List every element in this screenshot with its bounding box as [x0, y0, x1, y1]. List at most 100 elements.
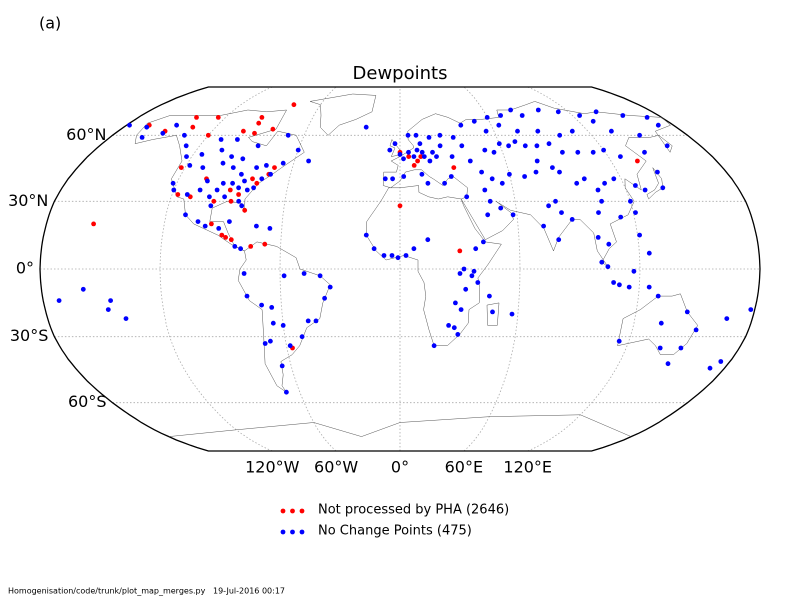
station [437, 143, 443, 149]
station [183, 212, 188, 218]
station [665, 361, 671, 367]
station [279, 363, 285, 369]
station [415, 158, 420, 164]
legend-label: Not processed by PHA (2646) [318, 503, 509, 518]
station [655, 293, 661, 299]
station [605, 264, 611, 270]
station [382, 176, 388, 182]
station [483, 128, 489, 134]
station [215, 115, 221, 120]
station [411, 163, 417, 168]
station [546, 203, 551, 209]
station [387, 147, 393, 153]
station [220, 180, 226, 186]
station [522, 143, 528, 149]
station [184, 192, 190, 197]
station [574, 180, 580, 186]
station [184, 154, 189, 160]
lon-label: 120°E [503, 458, 552, 477]
station [254, 180, 260, 186]
lat-label: 60°S [68, 392, 107, 411]
chart-title: Dewpoints [353, 63, 448, 84]
station [214, 187, 220, 193]
station [216, 226, 222, 231]
footer: Homogenisation/code/trunk/plot_map_merge… [8, 587, 285, 596]
station [236, 198, 242, 204]
coastline [134, 109, 305, 252]
station [484, 115, 490, 120]
station [194, 115, 199, 120]
station [464, 194, 470, 200]
station-series [56, 107, 754, 395]
station [270, 126, 276, 132]
station [199, 152, 205, 157]
station [449, 154, 455, 160]
station [620, 113, 626, 118]
station [397, 203, 403, 209]
coastlines [134, 93, 699, 437]
station [446, 323, 451, 328]
station [646, 284, 652, 290]
stations [56, 102, 754, 395]
station [285, 132, 291, 138]
station [459, 143, 465, 149]
station [207, 194, 212, 200]
station [284, 389, 289, 395]
station [248, 244, 254, 249]
station [419, 149, 425, 155]
station [80, 286, 86, 292]
coastline [486, 302, 500, 326]
station [219, 147, 225, 153]
station [593, 109, 599, 115]
station [228, 237, 234, 243]
station [299, 334, 305, 340]
station [425, 237, 431, 243]
station [219, 232, 225, 238]
station [560, 149, 565, 155]
station [401, 174, 407, 179]
station [417, 141, 423, 147]
coastline [366, 185, 502, 346]
panel-label: (a) [39, 14, 61, 33]
station [522, 174, 527, 179]
station [236, 192, 242, 197]
station [430, 149, 435, 155]
station [616, 338, 622, 344]
coastline [382, 101, 673, 267]
lon-label: 0° [391, 458, 409, 477]
legend-swatch [299, 529, 305, 535]
station [222, 194, 228, 200]
station [390, 176, 395, 182]
meridian [527, 86, 641, 452]
station [599, 259, 605, 265]
station [411, 246, 417, 252]
station [313, 318, 319, 324]
station [250, 176, 255, 182]
station [254, 165, 259, 171]
station [228, 198, 234, 204]
station [471, 268, 477, 274]
lat-label: 0° [16, 259, 34, 278]
station [590, 118, 596, 124]
station [660, 185, 666, 191]
station [644, 115, 650, 120]
station [482, 147, 488, 153]
station [581, 176, 587, 182]
station [144, 124, 150, 130]
station [205, 178, 210, 184]
station [123, 316, 129, 321]
station [601, 147, 606, 153]
station [175, 192, 181, 197]
station [305, 318, 311, 324]
station [232, 244, 238, 249]
station [127, 122, 132, 128]
station [491, 149, 497, 155]
station [606, 241, 612, 247]
station [569, 217, 575, 222]
legend-swatch [290, 508, 295, 514]
station [239, 203, 245, 209]
station [254, 223, 259, 229]
station [411, 154, 417, 160]
station [108, 298, 113, 303]
coastline [646, 167, 664, 200]
